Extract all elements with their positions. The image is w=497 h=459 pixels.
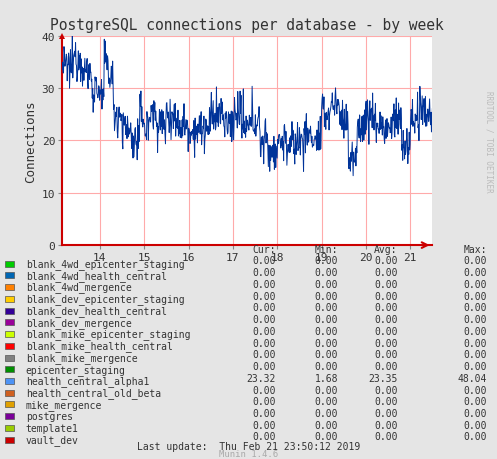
Text: 0.00: 0.00 [374,431,398,442]
Text: 0.00: 0.00 [374,385,398,395]
Text: 0.00: 0.00 [315,397,338,406]
Text: 0.00: 0.00 [315,326,338,336]
Text: 0.00: 0.00 [374,256,398,266]
Title: PostgreSQL connections per database - by week: PostgreSQL connections per database - by… [50,18,444,33]
Text: mike_mergence: mike_mergence [26,399,102,410]
Text: 0.00: 0.00 [315,268,338,278]
Text: 0.00: 0.00 [252,303,276,313]
Text: vault_dev: vault_dev [26,434,79,445]
Text: 0.00: 0.00 [464,385,487,395]
Text: 0.00: 0.00 [252,397,276,406]
Text: 0.00: 0.00 [252,431,276,442]
Text: 0.00: 0.00 [374,361,398,371]
Text: blank_4wd_epicenter_staging: blank_4wd_epicenter_staging [26,258,184,269]
Text: 0.00: 0.00 [464,397,487,406]
Text: 0.00: 0.00 [315,350,338,359]
Text: health_central_old_beta: health_central_old_beta [26,387,161,398]
Text: blank_dev_epicenter_staging: blank_dev_epicenter_staging [26,294,184,304]
Text: 0.00: 0.00 [464,326,487,336]
Text: 0.00: 0.00 [374,397,398,406]
Text: 0.00: 0.00 [374,314,398,325]
Text: 0.00: 0.00 [252,338,276,348]
Text: 1.68: 1.68 [315,373,338,383]
Text: 23.32: 23.32 [247,373,276,383]
Text: 0.00: 0.00 [315,408,338,418]
Text: 0.00: 0.00 [252,326,276,336]
Text: Cur:: Cur: [252,245,276,254]
Text: 0.00: 0.00 [464,280,487,289]
Text: health_central_alpha1: health_central_alpha1 [26,375,149,386]
Text: 0.00: 0.00 [374,420,398,430]
Text: 0.00: 0.00 [252,350,276,359]
Text: blank_4wd_mergence: blank_4wd_mergence [26,282,132,293]
Text: 0.00: 0.00 [252,385,276,395]
Text: Max:: Max: [464,245,487,254]
Text: 0.00: 0.00 [252,256,276,266]
Text: 0.00: 0.00 [315,303,338,313]
Text: 0.00: 0.00 [464,338,487,348]
Text: 0.00: 0.00 [464,268,487,278]
Text: 0.00: 0.00 [374,326,398,336]
Text: blank_dev_health_central: blank_dev_health_central [26,305,167,316]
Text: 0.00: 0.00 [252,291,276,301]
Text: blank_mike_epicenter_staging: blank_mike_epicenter_staging [26,329,190,340]
Text: 23.35: 23.35 [368,373,398,383]
Text: 0.00: 0.00 [464,350,487,359]
Text: 0.00: 0.00 [315,314,338,325]
Text: 0.00: 0.00 [252,280,276,289]
Text: 0.00: 0.00 [374,303,398,313]
Text: Munin 1.4.6: Munin 1.4.6 [219,449,278,458]
Text: blank_dev_mergence: blank_dev_mergence [26,317,132,328]
Text: Min:: Min: [315,245,338,254]
Text: 0.00: 0.00 [374,338,398,348]
Text: blank_mike_mergence: blank_mike_mergence [26,352,138,363]
Text: 0.00: 0.00 [374,291,398,301]
Text: 0.00: 0.00 [315,385,338,395]
Text: 0.00: 0.00 [315,280,338,289]
Text: 0.00: 0.00 [374,268,398,278]
Text: 0.00: 0.00 [464,408,487,418]
Y-axis label: Connections: Connections [24,100,37,182]
Text: 0.00: 0.00 [315,431,338,442]
Text: Avg:: Avg: [374,245,398,254]
Text: 48.04: 48.04 [458,373,487,383]
Text: 0.00: 0.00 [252,361,276,371]
Text: 0.00: 0.00 [464,291,487,301]
Text: epicenter_staging: epicenter_staging [26,364,126,375]
Text: template1: template1 [26,423,79,433]
Text: 0.00: 0.00 [464,361,487,371]
Text: 0.00: 0.00 [374,350,398,359]
Text: 0.00: 0.00 [252,408,276,418]
Text: 0.00: 0.00 [315,361,338,371]
Text: 0.00: 0.00 [252,268,276,278]
Text: 0.00: 0.00 [464,420,487,430]
Text: RRDTOOL / TOBI OETIKER: RRDTOOL / TOBI OETIKER [485,90,494,192]
Text: 0.00: 0.00 [315,256,338,266]
Text: 0.00: 0.00 [315,291,338,301]
Text: 0.00: 0.00 [315,338,338,348]
Text: blank_4wd_health_central: blank_4wd_health_central [26,270,167,281]
Text: Last update:  Thu Feb 21 23:50:12 2019: Last update: Thu Feb 21 23:50:12 2019 [137,441,360,451]
Text: 0.00: 0.00 [464,314,487,325]
Text: 0.00: 0.00 [374,408,398,418]
Text: 0.00: 0.00 [315,420,338,430]
Text: 0.00: 0.00 [252,314,276,325]
Text: blank_mike_health_central: blank_mike_health_central [26,341,173,351]
Text: 0.00: 0.00 [374,280,398,289]
Text: 0.00: 0.00 [464,431,487,442]
Text: 0.00: 0.00 [464,303,487,313]
Text: 0.00: 0.00 [252,420,276,430]
Text: 0.00: 0.00 [464,256,487,266]
Text: postgres: postgres [26,411,73,421]
